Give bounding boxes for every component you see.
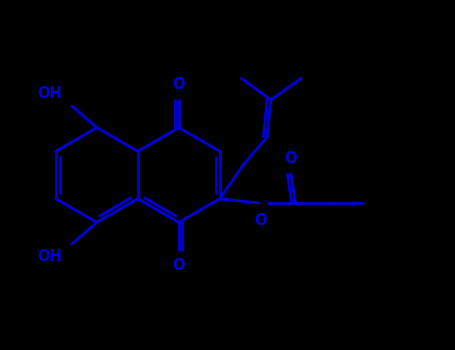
Text: O: O — [172, 77, 185, 92]
Text: O: O — [254, 213, 267, 228]
Text: O: O — [172, 258, 185, 273]
Text: OH: OH — [37, 250, 62, 264]
Text: O: O — [285, 151, 297, 166]
Text: OH: OH — [37, 86, 62, 100]
